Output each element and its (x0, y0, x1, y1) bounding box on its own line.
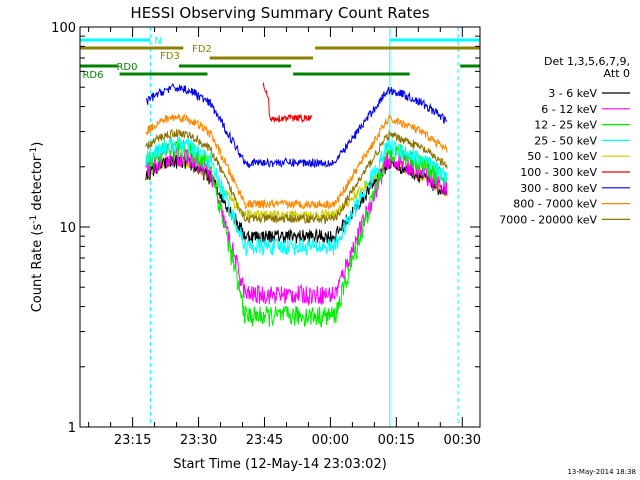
legend-label-4: 50 - 100 keV (527, 150, 597, 163)
legend-label-8: 7000 - 20000 keV (499, 213, 597, 226)
flag-label-rd6: RD6 (82, 70, 103, 81)
series-line-7 (145, 113, 448, 211)
plot-frame (79, 26, 481, 428)
x-tick-label-5: 00:30 (444, 433, 481, 448)
flag-label-fd2: FD2 (192, 44, 212, 55)
y-axis-label-sup1: -1 (29, 215, 39, 224)
legend-label-0: 3 - 6 keV (548, 87, 597, 100)
legend-label-2: 12 - 25 keV (534, 119, 597, 132)
legend-label-5: 100 - 300 keV (520, 166, 597, 179)
timestamp: 13-May-2014 18:38 (567, 468, 636, 476)
x-axis-label: Start Time (12-May-14 23:03:02) (173, 457, 387, 472)
legend-label-7: 800 - 7000 keV (513, 198, 597, 211)
data-layer: N FD2 FD3 RD0 RD6 (80, 27, 480, 427)
legend: 3 - 6 keV 6 - 12 keV 12 - 25 keV 25 - 50 ke… (499, 87, 630, 226)
legend-label-1: 6 - 12 keV (541, 103, 597, 116)
chart-title: HESSI Observing Summary Count Rates (130, 4, 429, 22)
y-axis-label: Count Rate (s-1 detector-1) (29, 142, 45, 313)
y-axis-label-sup2: -1 (29, 147, 39, 156)
y-tick-label-2: 100 (51, 21, 76, 36)
flag-label-n: N (154, 36, 161, 47)
legend-header-2: Att 0 (604, 67, 630, 80)
y-axis-label-mid: detector (30, 155, 45, 215)
x-tick-label-3: 00:00 (312, 433, 349, 448)
series-line-8 (145, 128, 448, 225)
legend-header-1: Det 1,3,5,6,7,9, (544, 55, 630, 68)
legend-label-3: 25 - 50 keV (534, 134, 597, 147)
flag-label-rd0: RD0 (116, 62, 137, 73)
y-tick-label-1: 10 (59, 221, 76, 236)
y-axis-label-end: ) (30, 142, 45, 147)
x-tick-label-4: 00:15 (378, 433, 415, 448)
y-tick-label-0: 1 (68, 421, 76, 436)
x-tick-label-1: 23:30 (180, 433, 217, 448)
x-tick-label-0: 23:15 (114, 433, 151, 448)
flag-label-fd3: FD3 (160, 51, 180, 62)
series-line-1 (145, 148, 448, 307)
series-line-5 (262, 81, 312, 124)
y-axis-label-main: Count Rate (s (30, 224, 45, 313)
series-line-6 (145, 83, 448, 169)
legend-label-6: 300 - 800 keV (520, 182, 597, 195)
series-line-3 (145, 136, 448, 258)
axes-layer: 23:15 23:30 23:45 00:00 00:15 00:30 1 10 100 (51, 21, 481, 448)
series-line-2 (145, 139, 448, 328)
x-tick-label-2: 23:45 (246, 433, 283, 448)
series-line-0 (145, 155, 448, 244)
